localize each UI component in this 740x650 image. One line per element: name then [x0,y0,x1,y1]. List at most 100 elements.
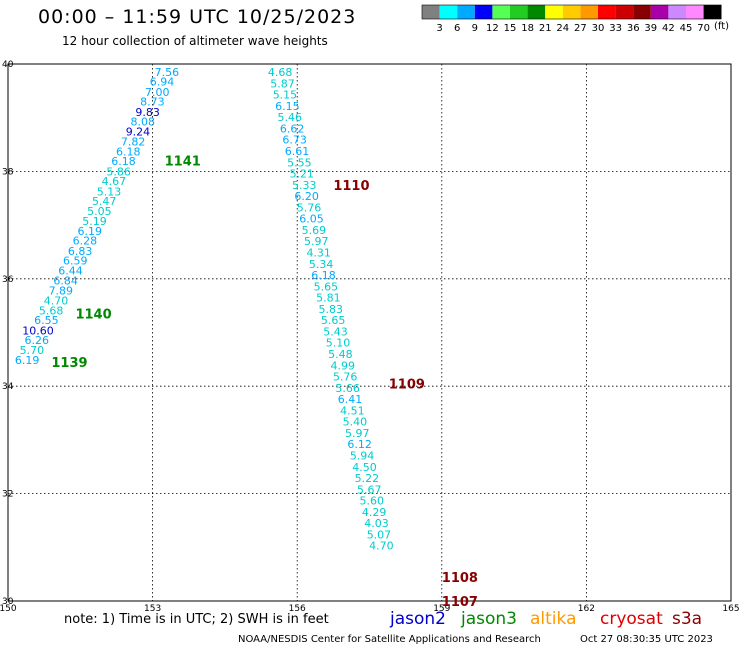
y-tick-label: 30 [2,597,14,607]
y-tick-label: 34 [2,382,14,392]
scale-swatch [650,5,669,19]
footer-credit: NOAA/NESDIS Center for Satellite Applica… [238,634,541,645]
pass-time-label: 1110 [333,179,369,194]
wave-height-value: 5.46 [278,111,303,124]
x-tick-label: 165 [722,604,739,614]
wave-height-value: 5.66 [335,382,360,395]
wave-height-value: 5.10 [326,337,351,350]
wave-height-value: 5.97 [345,427,370,440]
wave-height-value: 6.41 [338,393,363,406]
pass-time-label: 1139 [51,356,87,371]
scale-label: 18 [521,23,534,34]
scale-swatch [703,5,722,19]
legend-altika: altika [530,609,577,629]
wave-height-value: 4.68 [268,66,293,79]
wave-height-value: 6.26 [24,334,49,347]
x-tick-label: 156 [289,604,306,614]
wave-height-value: 6.19 [15,354,40,367]
wave-height-value: 5.76 [333,371,358,384]
scale-label: 9 [472,23,478,34]
wave-height-value: 4.99 [331,359,356,372]
wave-height-value: 7.89 [49,285,74,298]
scale-label: 15 [504,23,517,34]
wave-height-value: 5.21 [290,168,315,181]
footer-note: note: 1) Time is in UTC; 2) SWH is in fe… [64,612,329,627]
wave-height-value: 4.67 [102,175,127,188]
wave-height-value: 10.60 [22,324,54,337]
scale-label: 3 [436,23,442,34]
y-tick-label: 40 [2,60,14,70]
wave-height-value: 5.43 [323,325,348,338]
scale-label: 12 [486,23,499,34]
pass-time-label: 1108 [442,571,478,586]
wave-height-value: 5.48 [328,348,353,361]
wave-height-value: 5.55 [287,156,312,169]
scale-swatch [474,5,493,19]
scale-swatch [422,5,440,19]
wave-height-value: 6.18 [116,146,141,159]
wave-height-value: 6.83 [68,245,93,258]
scale-swatch [439,5,458,19]
scale-swatch [580,5,598,19]
scale-label: 27 [574,23,587,34]
y-tick-label: 32 [2,490,13,500]
scale-label: 6 [454,23,460,34]
wave-height-value: 6.12 [347,438,372,451]
wave-height-value: 6.73 [282,134,307,147]
plot-frame [7,63,732,602]
wave-height-value: 7.82 [121,135,146,148]
x-tick-label: 162 [578,604,595,614]
pass-time-label: 1140 [75,308,111,323]
scale-swatch [615,5,634,19]
scale-swatch [668,5,686,19]
wave-height-value: 5.15 [273,89,298,102]
wave-height-value: 5.19 [82,215,107,228]
pass-time-label: 1109 [389,378,425,393]
wave-height-value: 6.18 [111,155,136,168]
wave-height-value: 9.83 [135,106,160,119]
wave-height-value: 5.76 [297,201,322,214]
scale-swatch [492,5,510,19]
axis-ticks: 150 153 156 159 162 165 30 32 34 36 38 40 [0,60,740,614]
scale-label: 33 [609,23,622,34]
wave-height-value: 6.62 [280,122,305,135]
scale-label: 36 [627,23,640,34]
data-points: 7.566.947.008.739.838.089.247.826.186.18… [15,66,394,553]
wave-height-value: 5.65 [314,280,339,293]
wave-height-value: 6.18 [311,269,336,282]
wave-height-value: 6.59 [63,255,88,268]
wave-height-value: 5.33 [292,179,317,192]
wave-height-value: 5.70 [20,344,45,357]
scale-border [421,4,722,20]
wave-height-value: 5.81 [316,292,341,305]
wave-height-value: 5.97 [304,235,329,248]
scale-label: 24 [556,23,569,34]
scale-swatch [562,5,581,19]
pass-labels: 1141 1140 1139 1110 1109 1108 1107 [51,155,478,610]
x-tick-label: 159 [433,604,450,614]
wave-height-value: 5.67 [357,483,382,496]
wave-height-value: 6.44 [58,265,83,278]
wave-height-value: 5.40 [343,416,368,429]
wave-height-value: 5.60 [359,495,384,508]
wave-height-value: 6.20 [294,190,319,203]
wave-height-value: 6.28 [73,235,98,248]
legend-jason2: jason2 [390,609,446,629]
pass-time-label: 1107 [442,595,478,610]
wave-height-value: 5.68 [39,304,64,317]
wave-height-value: 5.65 [321,314,346,327]
wave-height-value: 7.00 [145,86,170,99]
wave-height-value: 5.13 [97,185,122,198]
scale-label: 70 [697,23,710,34]
y-tick-label: 38 [2,167,14,177]
wave-height-value: 4.50 [352,461,377,474]
wave-height-value: 6.94 [150,76,175,89]
scale-swatch [598,5,616,19]
wave-height-value: 5.05 [87,205,112,218]
chart-title: 00:00 – 11:59 UTC 10/25/2023 [38,6,357,28]
wave-height-value: 5.86 [106,165,131,178]
footer-timestamp: Oct 27 08:30:35 UTC 2023 [580,634,713,645]
wave-height-value: 5.34 [309,258,334,271]
wave-height-value: 6.61 [285,145,310,158]
grid [7,63,732,602]
